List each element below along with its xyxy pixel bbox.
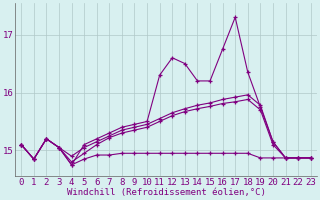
X-axis label: Windchill (Refroidissement éolien,°C): Windchill (Refroidissement éolien,°C) [67,188,265,197]
